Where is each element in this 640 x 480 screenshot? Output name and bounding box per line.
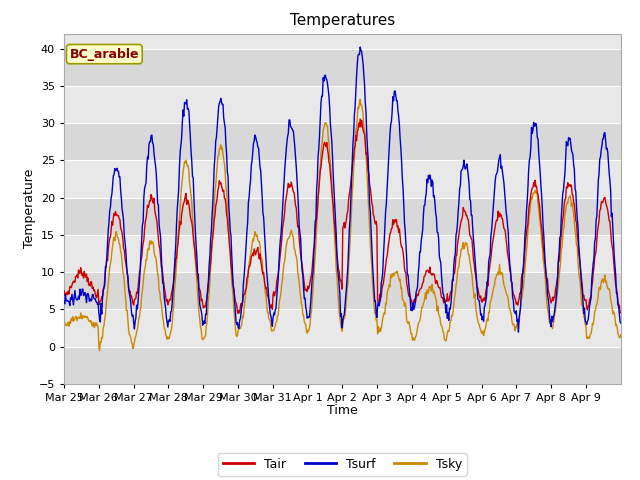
Tsky <box>126 333 134 338</box>
Tair <box>60 288 68 294</box>
Tsky <box>60 316 68 322</box>
Tair <box>228 266 236 272</box>
Tair <box>356 116 364 122</box>
Tair <box>401 269 409 275</box>
Tair <box>433 278 440 284</box>
Tsky <box>433 298 440 303</box>
Line: Tair: Tair <box>64 119 621 313</box>
Tsurf <box>276 237 284 243</box>
Tsky <box>228 285 236 291</box>
Tsurf <box>60 298 68 304</box>
Tsky <box>277 288 285 294</box>
X-axis label: Time: Time <box>327 405 358 418</box>
Y-axis label: Temperature: Temperature <box>23 169 36 249</box>
Bar <box>64 347 621 384</box>
Tsurf <box>515 329 522 335</box>
Tsky <box>617 332 625 338</box>
Tsurf <box>255 154 263 160</box>
Title: Temperatures: Temperatures <box>290 13 395 28</box>
Tsky <box>356 96 364 102</box>
Tsurf <box>432 210 440 216</box>
Tair <box>234 311 242 316</box>
Text: BC_arable: BC_arable <box>70 48 139 60</box>
Bar <box>64 123 621 160</box>
Bar <box>64 198 621 235</box>
Tsky <box>401 300 409 306</box>
Tsurf <box>356 44 364 50</box>
Tsky <box>96 348 104 353</box>
Bar <box>64 48 621 86</box>
Legend: Tair, Tsurf, Tsky: Tair, Tsurf, Tsky <box>218 453 467 476</box>
Bar <box>64 272 621 310</box>
Tsurf <box>401 219 408 225</box>
Tair <box>256 251 264 257</box>
Tair <box>277 244 285 250</box>
Tsurf <box>228 251 236 257</box>
Tair <box>125 289 133 295</box>
Tsky <box>256 242 264 248</box>
Tair <box>617 310 625 316</box>
Tsurf <box>617 320 625 326</box>
Line: Tsurf: Tsurf <box>64 47 621 332</box>
Line: Tsky: Tsky <box>64 99 621 350</box>
Tsurf <box>125 291 133 297</box>
